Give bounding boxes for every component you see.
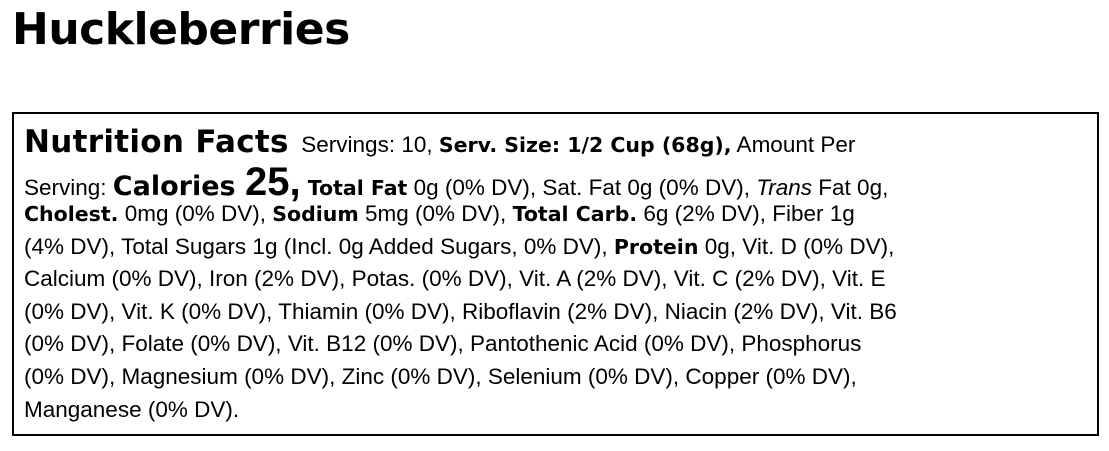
nutrient-text: Amount Per xyxy=(731,132,856,157)
nutrient-text: 0mg (0% DV), xyxy=(118,201,273,226)
nutrient-heading: Total Fat xyxy=(300,176,408,200)
nutrient-heading: Calories xyxy=(112,171,245,202)
nutrient-text: 6g (2% DV), Fiber 1g xyxy=(637,201,855,226)
nutrient-heading: 25, xyxy=(245,160,301,204)
nutrient-heading: Cholest. xyxy=(24,202,119,226)
nutrient-heading: Protein xyxy=(613,234,699,259)
nutrient-text: 0g (0% DV), Sat. Fat 0g (0% DV), xyxy=(407,175,757,200)
nutrient-heading: Total Carb. xyxy=(512,202,638,226)
label-line: Cholest. 0mg (0% DV), Sodium 5mg (0% DV)… xyxy=(24,198,1097,231)
nutrient-text: Serving: xyxy=(24,175,113,200)
nutrient-text: 5mg (0% DV), xyxy=(358,201,513,226)
nutrient-text: (0% DV), Magnesium (0% DV), Zinc (0% DV)… xyxy=(24,363,857,389)
nutrition-facts-label: Nutrition Facts Servings: 10, Serv. Size… xyxy=(12,112,1099,436)
nutrient-heading: Sodium xyxy=(272,202,359,226)
nutrient-text: (4% DV), Total Sugars 1g (Incl. 0g Added… xyxy=(24,233,614,259)
label-line: (0% DV), Folate (0% DV), Vit. B12 (0% DV… xyxy=(24,328,1097,361)
nutrient-text: (0% DV), Folate (0% DV), Vit. B12 (0% DV… xyxy=(24,331,862,357)
nutrient-heading: Nutrition Facts xyxy=(24,124,289,160)
label-line: Nutrition Facts Servings: 10, Serv. Size… xyxy=(24,122,1097,162)
nutrient-text: (0% DV), Vit. K (0% DV), Thiamin (0% DV)… xyxy=(24,298,897,324)
nutrient-text: Trans xyxy=(756,175,813,200)
page-title: Huckleberries xyxy=(12,4,350,55)
nutrient-text: Servings: 10, xyxy=(288,132,439,157)
label-line: Calcium (0% DV), Iron (2% DV), Potas. (0… xyxy=(24,263,1097,296)
nutrient-heading: Serv. Size: 1/2 Cup (68g), xyxy=(438,133,732,157)
nutrient-text: Fat 0g, xyxy=(812,175,889,200)
nutrient-text: 0g, Vit. D (0% DV), xyxy=(698,233,895,259)
nutrient-text: Calcium (0% DV), Iron (2% DV), Potas. (0… xyxy=(24,266,886,292)
nutrient-text: Manganese (0% DV). xyxy=(24,396,240,422)
label-line: Manganese (0% DV). xyxy=(24,394,1097,427)
label-line: Serving: Calories 25, Total Fat 0g (0% D… xyxy=(24,162,1097,202)
label-line: (4% DV), Total Sugars 1g (Incl. 0g Added… xyxy=(24,231,1097,264)
label-line: (0% DV), Vit. K (0% DV), Thiamin (0% DV)… xyxy=(24,296,1097,329)
label-line: (0% DV), Magnesium (0% DV), Zinc (0% DV)… xyxy=(24,361,1097,394)
